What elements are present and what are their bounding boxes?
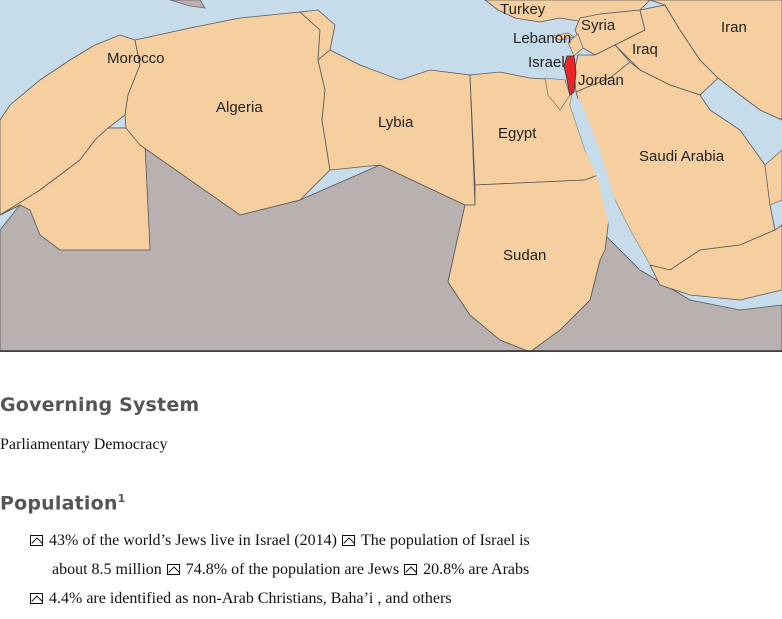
- population-line-1: 43% of the world’s Jews live in Israel (…: [30, 532, 530, 550]
- label-saudi-arabia: Saudi Arabia: [639, 148, 725, 165]
- population-footnote: 1: [117, 492, 126, 505]
- population-bullet-2b: about 8.5 million: [52, 561, 162, 578]
- red-sea: [570, 95, 650, 270]
- land-gulf-states: [764, 149, 782, 206]
- population-line-3: 4.4% are identified as non-Arab Christia…: [30, 590, 452, 608]
- persian-gulf: [710, 90, 782, 160]
- population-heading-text: Population: [0, 492, 118, 515]
- governing-heading: Governing System: [0, 394, 200, 416]
- label-lybia: Lybia: [378, 114, 414, 131]
- population-bullet-4: 20.8% are Arabs: [423, 561, 530, 578]
- label-lebanon: Lebanon: [513, 30, 571, 47]
- land-sinai: [544, 77, 571, 111]
- label-jordan: Jordan: [578, 72, 624, 89]
- up-chevron-box-icon: [30, 593, 43, 604]
- label-iran: Iran: [721, 19, 747, 36]
- up-chevron-box-icon: [166, 564, 180, 575]
- land-turkey: [484, 0, 651, 23]
- land-yemen-oman: [649, 224, 782, 301]
- label-iraq: Iraq: [632, 41, 658, 58]
- label-israel: Israel: [528, 54, 565, 71]
- label-syria: Syria: [581, 17, 616, 34]
- label-algeria: Algeria: [216, 99, 263, 116]
- population-bullet-2a: The population of Israel is: [360, 532, 530, 549]
- governing-text: Parliamentary Democracy: [0, 436, 168, 453]
- label-egypt: Egypt: [498, 125, 537, 142]
- label-morocco: Morocco: [107, 50, 165, 67]
- middle-east-map: Turkey Syria Iran Lebanon Iraq Israel Jo…: [0, 0, 782, 352]
- population-bullet-5: 4.4% are identified as non-Arab Christia…: [49, 590, 452, 607]
- label-sudan: Sudan: [503, 247, 546, 264]
- land-lebanon: [567, 33, 584, 57]
- label-turkey: Turkey: [500, 1, 546, 18]
- up-chevron-box-icon: [30, 535, 43, 546]
- population-heading: Population1: [0, 492, 125, 514]
- population-bullet-3: 74.8% of the population are Jews: [185, 561, 400, 578]
- land-iran: [649, 0, 782, 121]
- land-europe: [169, 0, 206, 9]
- up-chevron-box-icon: [341, 535, 355, 546]
- up-chevron-box-icon: [404, 564, 418, 575]
- population-line-2: about 8.5 million 74.8% of the population…: [52, 561, 529, 579]
- population-bullet-1: 43% of the world’s Jews live in Israel (…: [49, 532, 337, 549]
- israel-highlight: [563, 55, 577, 96]
